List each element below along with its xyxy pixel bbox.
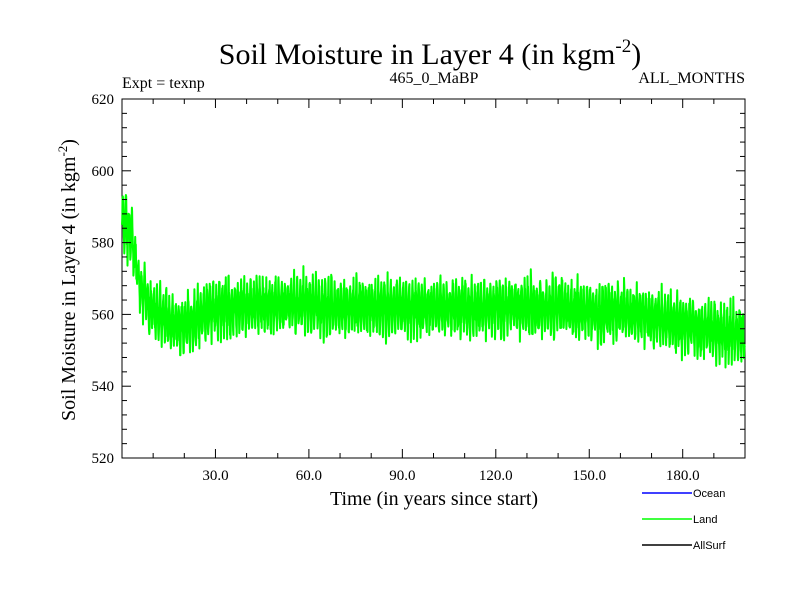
x-tick-label: 90.0 [389, 468, 415, 484]
x-axis-label: Time (in years since start) [330, 488, 538, 510]
x-tick-label: 60.0 [296, 468, 322, 484]
legend-ocean-label: Ocean [693, 488, 725, 500]
x-tick-label: 30.0 [202, 468, 228, 484]
subtitle-right: ALL_MONTHS [638, 70, 745, 87]
subtitle-center: 465_0_MaBP [390, 70, 479, 87]
plot-frame [121, 98, 746, 459]
y-tick-label: 580 [92, 236, 115, 252]
y-tick-label: 600 [92, 164, 115, 180]
legend: Ocean Land AllSurf [642, 488, 726, 552]
y-tick-label: 540 [92, 379, 115, 395]
x-tick-label: 120.0 [479, 468, 513, 484]
y-axis-ticks: 520 540 560 580 600 620 [92, 92, 745, 467]
y-axis-label: Soil Moisture in Layer 4 (in kgm-2) [55, 139, 80, 421]
chart-title: Soil Moisture in Layer 4 (in kgm-2) [219, 36, 641, 71]
legend-land-label: Land [693, 514, 717, 526]
x-tick-label: 180.0 [666, 468, 700, 484]
x-axis-ticks: 30.0 60.0 90.0 120.0 150.0 180.0 [121, 99, 746, 484]
y-tick-label: 520 [92, 451, 115, 467]
subtitle-left: Expt = texnp [122, 75, 205, 92]
y-tick-label: 620 [92, 92, 115, 108]
legend-allsurf-label: AllSurf [693, 540, 726, 552]
series-land-line [121, 194, 746, 369]
x-tick-label: 150.0 [572, 468, 606, 484]
y-tick-label: 560 [92, 307, 115, 323]
